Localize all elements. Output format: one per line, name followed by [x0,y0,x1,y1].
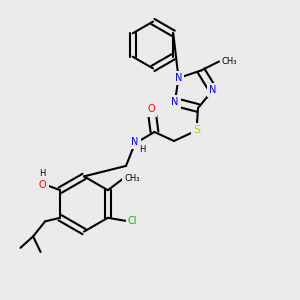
Text: Cl: Cl [128,216,137,226]
Text: CH₃: CH₃ [124,174,140,183]
Text: CH₃: CH₃ [222,57,238,66]
Text: O: O [148,104,155,115]
Text: H: H [139,146,146,154]
Text: H: H [40,169,46,178]
Text: N: N [209,85,217,95]
Text: N: N [131,137,139,147]
Text: N: N [175,73,182,83]
Text: N: N [171,97,178,107]
Text: O: O [39,180,46,190]
Text: S: S [193,125,200,136]
